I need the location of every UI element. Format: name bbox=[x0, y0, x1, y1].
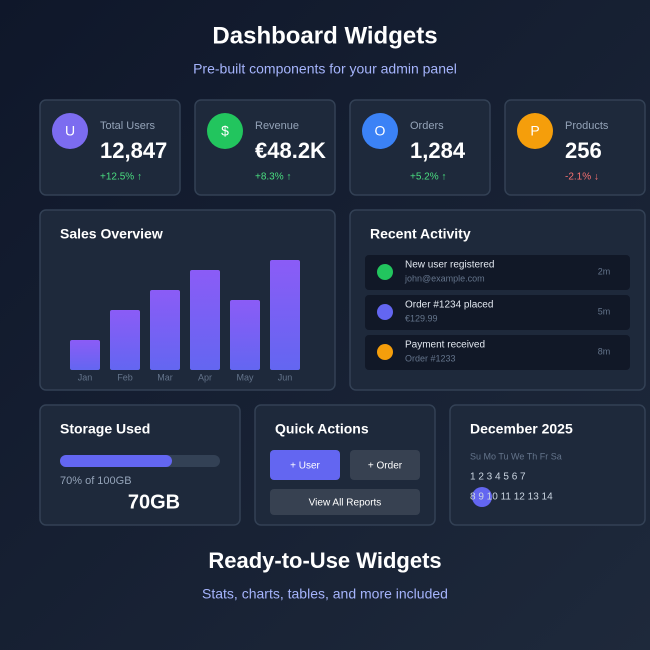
activity-dot bbox=[377, 344, 393, 360]
activity-item bbox=[365, 335, 630, 370]
stat-value: €48.2K bbox=[255, 138, 326, 163]
activity-title: Payment received bbox=[405, 340, 485, 351]
button[interactable]: + User bbox=[270, 450, 340, 480]
bar bbox=[110, 310, 140, 370]
stat-change: -2.1% ↓ bbox=[565, 172, 599, 183]
stat-change: +12.5% ↑ bbox=[100, 172, 142, 183]
activity-time: 8m bbox=[598, 346, 611, 356]
stat-value: 12,847 bbox=[100, 138, 167, 163]
today-marker bbox=[472, 487, 492, 507]
activity-title: New user registered bbox=[405, 260, 494, 271]
storage-value: 70GB bbox=[128, 491, 180, 513]
card-title: December 2025 bbox=[470, 421, 573, 437]
card-title: Recent Activity bbox=[370, 226, 471, 242]
activity-detail: john@example.com bbox=[404, 273, 485, 283]
stat-icon-letter: O bbox=[375, 123, 386, 139]
bar bbox=[230, 300, 260, 370]
progress-fill bbox=[60, 455, 172, 467]
calendar-card bbox=[449, 404, 646, 526]
stat-icon-letter: P bbox=[530, 123, 539, 139]
stat-label: Products bbox=[565, 120, 609, 132]
card-title: Sales Overview bbox=[60, 226, 163, 242]
activity-detail: Order #1233 bbox=[405, 353, 456, 363]
stat-icon-letter: $ bbox=[221, 123, 229, 139]
stat-icon-letter: U bbox=[65, 123, 75, 139]
month-label: Jan bbox=[78, 372, 93, 382]
button-label[interactable]: + User bbox=[290, 461, 320, 472]
weekdays: Su Mo Tu We Th Fr Sa bbox=[470, 451, 562, 461]
month-label: Apr bbox=[198, 372, 212, 382]
month-label: Feb bbox=[117, 372, 133, 382]
stat-label: Revenue bbox=[255, 120, 299, 132]
subtitle: Pre-built components for your admin pane… bbox=[193, 61, 457, 77]
bar bbox=[70, 340, 100, 370]
stat-change: +8.3% ↑ bbox=[255, 172, 291, 183]
stat-icon bbox=[362, 113, 398, 149]
bar bbox=[270, 260, 300, 370]
month-label: May bbox=[236, 372, 254, 382]
button[interactable]: View All Reports bbox=[270, 489, 420, 515]
card-title: Storage Used bbox=[60, 421, 150, 437]
stat-icon bbox=[207, 113, 243, 149]
stat-label: Orders bbox=[410, 120, 444, 132]
activity-dot bbox=[377, 264, 393, 280]
month-label: Mar bbox=[157, 372, 173, 382]
activity-time: 5m bbox=[598, 306, 611, 316]
footer-title: Ready-to-Use Widgets bbox=[208, 548, 441, 573]
bar bbox=[190, 270, 220, 370]
button-label[interactable]: View All Reports bbox=[309, 498, 382, 509]
activity-time: 2m bbox=[598, 266, 611, 276]
month-label: Jun bbox=[278, 372, 293, 382]
activity-dot bbox=[377, 304, 393, 320]
stat-change: +5.2% ↑ bbox=[410, 172, 446, 183]
stat-icon bbox=[517, 113, 553, 149]
activity-detail: €129.99 bbox=[405, 313, 438, 323]
week: 8 9 10 11 12 13 14 bbox=[470, 492, 553, 503]
storage-label: 70% of 100GB bbox=[60, 475, 132, 487]
button[interactable]: + Order bbox=[350, 450, 420, 480]
stat-value: 1,284 bbox=[410, 138, 466, 163]
bar bbox=[150, 290, 180, 370]
week: 1 2 3 4 5 6 7 bbox=[470, 472, 526, 483]
stat-value: 256 bbox=[565, 138, 602, 163]
title: Dashboard Widgets bbox=[212, 22, 437, 49]
footer-subtitle: Stats, charts, tables, and more included bbox=[202, 586, 448, 602]
stat-label: Total Users bbox=[100, 120, 156, 132]
button-label[interactable]: + Order bbox=[368, 461, 403, 472]
activity-item bbox=[365, 295, 630, 330]
stat-icon bbox=[52, 113, 88, 149]
activity-item bbox=[365, 255, 630, 290]
activity-title: Order #1234 placed bbox=[405, 300, 493, 311]
card-title: Quick Actions bbox=[275, 421, 369, 437]
